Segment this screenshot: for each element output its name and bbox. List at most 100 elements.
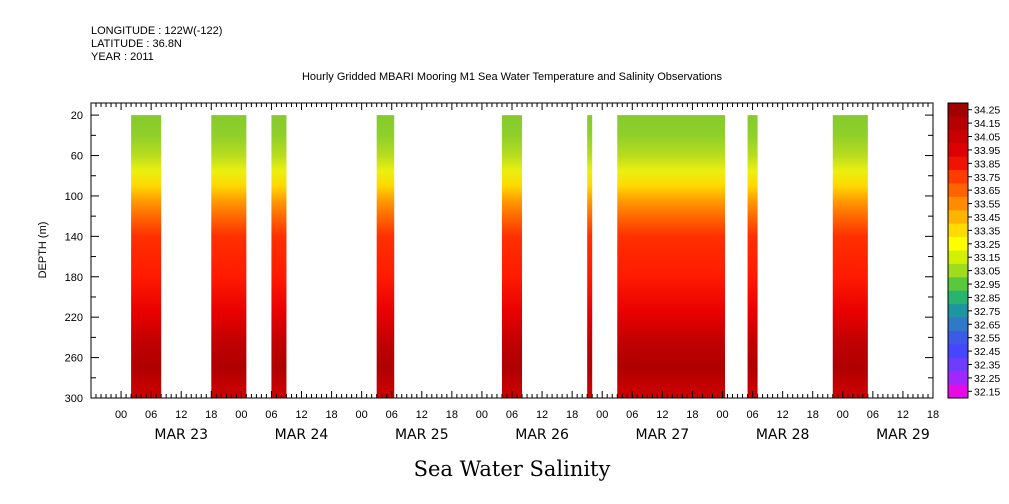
data-segment-3 [376,115,395,398]
data-segment-0 [131,115,162,398]
colorbar-label: 32.55 [974,333,1000,345]
colorbar-label: 34.05 [974,132,1000,144]
y-tick-label: 300 [65,393,83,405]
colorbar-label: 32.95 [974,279,1000,291]
data-segment-1 [211,115,247,398]
x-tick-label: 06 [506,409,518,421]
x-axis: 00 06 12 18 00 06 12 18 00 06 12 18 00 06 12 18 00 06 12 18… [90,103,939,443]
colorbar-label: 32.85 [974,292,1000,304]
x-day-label: MAR 27 [636,427,690,443]
colorbar-swatch [948,344,968,359]
x-tick-label: 06 [867,409,879,421]
colorbar-swatch [948,384,968,399]
x-day-label: MAR 24 [275,427,329,443]
y-axis: 20 60 100 140 180 220 260 300 [65,110,933,405]
colorbar-swatch [948,210,968,225]
x-tick-label: 06 [265,409,277,421]
x-day-label: MAR 26 [515,427,569,443]
colorbar-swatch [948,330,968,345]
colorbar-swatch [948,129,968,144]
y-tick-label: 180 [65,272,83,284]
colorbar-label: 34.15 [974,118,1000,130]
x-tick-label: 00 [716,409,728,421]
colorbar-swatch [948,170,968,184]
x-tick-label: 12 [295,409,307,421]
colorbar-swatch [948,250,968,265]
y-tick-label: 100 [65,191,83,203]
y-axis-label: DEPTH (m) [37,222,49,279]
data-segments [131,115,868,398]
x-tick-label: 18 [807,409,819,421]
colorbar-frame [947,102,969,399]
longitude-label: LONGITUDE : 122W(-122) [91,25,222,37]
x-tick-label: 12 [656,409,668,421]
colorbar-label: 33.25 [974,239,1000,251]
colorbar-label: 33.75 [974,172,1000,184]
chart-title: Hourly Gridded MBARI Mooring M1 Sea Wate… [302,71,723,83]
colorbar-swatch [948,143,968,158]
colorbar-label: 33.85 [974,158,1000,170]
colorbar-label: 33.55 [974,199,1000,211]
colorbar-swatch [948,304,968,319]
x-tick-label: 00 [235,409,247,421]
colorbar-label: 32.15 [974,386,1000,398]
data-segment-5 [587,115,593,398]
y-tick-label: 60 [71,151,83,163]
data-segment-4 [501,115,523,398]
x-tick-label: 12 [416,409,428,421]
colorbar-swatch [948,290,968,305]
colorbar-label: 33.05 [974,266,1000,278]
x-tick-label: 00 [356,409,368,421]
colorbar-label: 34.25 [974,105,1000,117]
data-segment-6 [617,115,726,398]
colorbar-label: 32.25 [974,373,1000,385]
x-tick-label: 18 [686,409,698,421]
x-tick-label: 18 [325,409,337,421]
variable-label: Sea Water Salinity [414,457,611,481]
x-tick-label: 00 [596,409,608,421]
x-day-label: MAR 29 [876,427,930,443]
x-tick-label: 12 [536,409,548,421]
colorbar-swatch [948,223,968,238]
colorbar-swatch [948,103,968,117]
x-day-label: MAR 23 [154,427,208,443]
colorbar-label: 32.65 [974,319,1000,331]
colorbar-label: 32.75 [974,306,1000,318]
colorbar-swatch [948,371,968,386]
year-label: YEAR : 2011 [91,51,154,63]
x-day-label: MAR 25 [395,427,449,443]
x-tick-label: 00 [837,409,849,421]
colorbar-label: 33.45 [974,212,1000,224]
colorbar-swatch [948,156,968,171]
x-day-label: MAR 28 [756,427,810,443]
data-segment-7 [747,115,758,398]
data-segment-8 [832,115,868,398]
colorbar-swatch [948,183,968,198]
x-tick-label: 00 [476,409,488,421]
colorbar-swatch [948,237,968,251]
colorbar-label: 32.35 [974,359,1000,371]
latitude-label: LATITUDE : 36.8N [91,38,182,50]
x-tick-label: 00 [115,409,127,421]
x-tick-label: 06 [626,409,638,421]
y-tick-label: 220 [65,312,83,324]
x-tick-label: 18 [205,409,217,421]
y-tick-label: 20 [71,110,83,122]
colorbar-label: 33.65 [974,185,1000,197]
x-tick-label: 18 [446,409,458,421]
x-tick-label: 12 [777,409,789,421]
colorbar-label: 33.15 [974,252,1000,264]
x-tick-label: 18 [927,409,939,421]
x-tick-label: 06 [746,409,758,421]
colorbar-label: 33.35 [974,225,1000,237]
colorbar-swatch [948,263,968,278]
x-tick-label: 06 [145,409,157,421]
colorbar-swatch [948,196,968,211]
colorbar-label: 33.95 [974,145,1000,157]
colorbar-swatch [948,277,968,292]
y-tick-label: 140 [65,231,83,243]
colorbar-swatch [948,357,968,372]
x-tick-label: 12 [175,409,187,421]
